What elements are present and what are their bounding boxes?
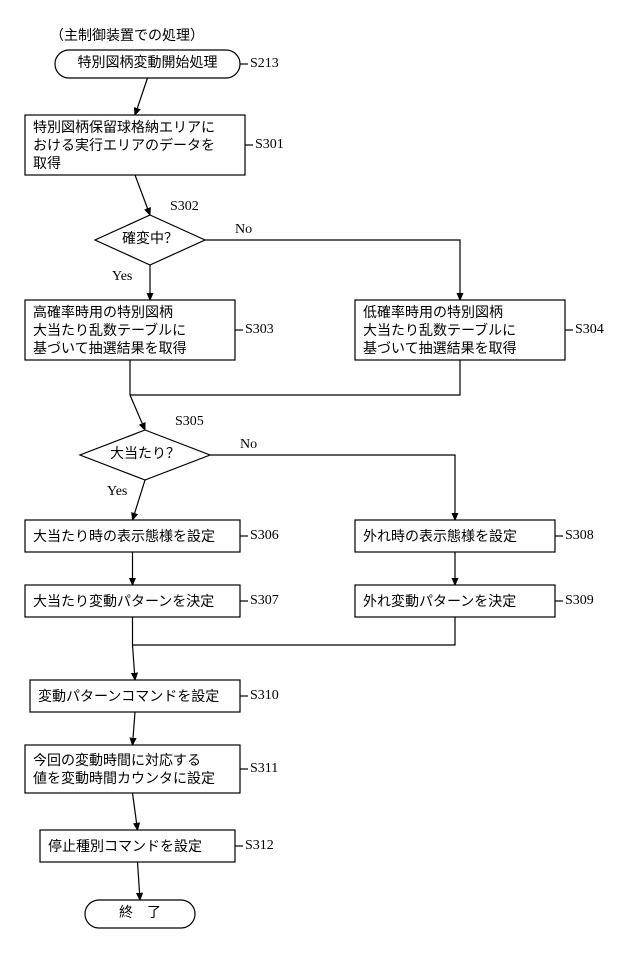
step-label-s312: S312 [245,838,274,854]
node-text-s310: 変動パターンコマンドを設定 [38,689,232,707]
step-label-s301: S301 [255,137,284,153]
node-text-s312: 停止種別コマンドを設定 [48,839,227,857]
node-text-s301: 特別図柄保留球格納エリアに おける実行エリアのデータを 取得 [33,120,237,175]
step-label-s307: S307 [250,593,279,609]
node-text-s308: 外れ時の表示態様を設定 [363,529,547,547]
step-label-s305: S305 [175,414,204,430]
node-text-s311: 今回の変動時間に対応する 値を変動時間カウンタに設定 [33,753,232,789]
step-label-s302: S302 [170,199,199,215]
node-text-s306: 大当たり時の表示態様を設定 [33,529,232,547]
header-text: （主制御装置での処理） [50,28,204,46]
node-text-end: 終 了 [85,905,195,923]
step-label-s308: S308 [565,528,594,544]
node-text-s303: 高確率時用の特別図柄 大当たり乱数テーブルに 基づいて抽選結果を取得 [33,305,227,360]
node-text-start: 特別図柄変動開始処理 [55,55,240,73]
node-text-s309: 外れ変動パターンを決定 [363,594,547,612]
step-label-s304: S304 [575,322,604,338]
node-text-s307: 大当たり変動パターンを決定 [33,594,232,612]
node-text-s302: 確変中？ [95,231,205,249]
step-label-s311: S311 [250,761,278,777]
step-label-s309: S309 [565,593,594,609]
node-text-s305: 大当たり？ [80,446,210,464]
step-label-start: S213 [250,56,279,72]
step-label-s303: S303 [245,322,274,338]
step-label-s310: S310 [250,688,279,704]
step-label-s306: S306 [250,528,279,544]
node-text-s304: 低確率時用の特別図柄 大当たり乱数テーブルに 基づいて抽選結果を取得 [363,305,557,360]
